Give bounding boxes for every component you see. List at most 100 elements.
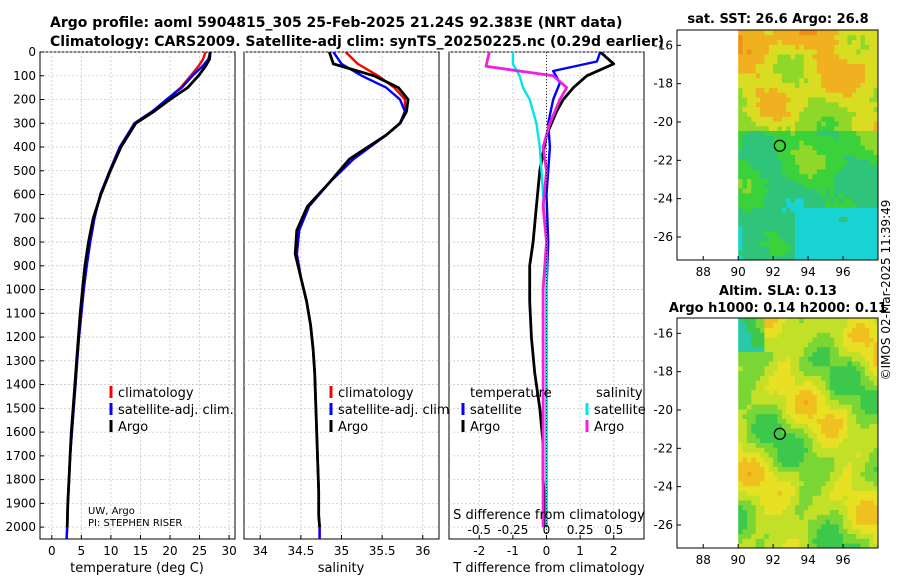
map-cell [812, 528, 818, 534]
map-cell [847, 183, 853, 189]
map-cell [869, 495, 875, 501]
map-cell [764, 318, 770, 324]
map-cell [869, 480, 875, 487]
map-cell [808, 207, 813, 213]
map-cell [829, 169, 835, 175]
map-cell [869, 500, 875, 506]
map-cell [864, 159, 870, 165]
map-cell [829, 49, 835, 55]
map-cell [816, 404, 822, 410]
map-cell [777, 418, 783, 424]
map-cell [843, 154, 848, 160]
map-cell [860, 423, 866, 429]
map-cell [864, 524, 870, 530]
map-cell [790, 447, 796, 453]
map-cell [873, 485, 878, 491]
lon-tick-label: 90 [731, 265, 746, 279]
map-cell [838, 135, 844, 141]
map-cell [755, 404, 761, 410]
map-cell [738, 351, 743, 357]
map-cell [856, 538, 861, 544]
map-cell [786, 245, 791, 251]
map-cell [742, 68, 748, 74]
map-cell [825, 519, 831, 525]
map-cell [847, 130, 853, 136]
sla-map-title-line1: Altim. SLA: 0.13 [719, 284, 837, 299]
map-cell [873, 68, 878, 74]
map-cell [812, 54, 818, 60]
map-cell [825, 92, 831, 98]
map-cell [760, 500, 765, 506]
map-cell [847, 149, 853, 155]
map-cell [773, 332, 778, 338]
map-cell [760, 337, 765, 343]
map-cell [869, 44, 875, 50]
map-cell [834, 226, 840, 232]
map-cell [851, 327, 857, 333]
map-cell [764, 452, 770, 458]
map-cell [790, 485, 796, 491]
map-cell [838, 413, 844, 419]
map-cell [803, 92, 809, 98]
map-cell [790, 380, 796, 386]
map-cell [834, 485, 840, 491]
map-cell [821, 159, 826, 165]
map-cell [869, 409, 875, 415]
map-cell [790, 183, 796, 189]
map-cell [768, 356, 774, 362]
map-cell [773, 73, 778, 79]
map-cell [829, 82, 835, 88]
map-cell [790, 452, 796, 458]
map-cell [786, 418, 791, 424]
map-cell [843, 466, 848, 472]
map-cell [746, 130, 752, 136]
map-cell [738, 500, 743, 506]
map-cell [799, 236, 805, 242]
map-cell [764, 58, 770, 64]
map-cell [856, 106, 861, 112]
map-cell [825, 130, 831, 136]
map-cell [812, 418, 818, 424]
map-cell [786, 250, 791, 256]
map-cell [851, 370, 857, 376]
y-tick-label: 1900 [5, 496, 36, 510]
map-cell [773, 183, 778, 189]
map-cell [760, 216, 765, 223]
map-cell [873, 188, 878, 194]
map-cell [764, 140, 770, 146]
map-cell [808, 509, 813, 515]
map-cell [834, 394, 840, 400]
map-cell [795, 106, 800, 112]
map-cell [864, 480, 870, 487]
map-cell [808, 116, 813, 122]
map-cell [790, 495, 796, 501]
map-cell [786, 318, 791, 324]
map-cell [760, 116, 765, 122]
map-cell [738, 197, 743, 203]
map-cell [768, 437, 774, 443]
map-cell [838, 87, 844, 93]
map-cell [777, 476, 783, 482]
map-cell [825, 226, 831, 232]
map-cell [746, 101, 752, 108]
map-cell [860, 528, 866, 534]
map-cell [843, 389, 848, 396]
map-cell [764, 245, 770, 251]
map-cell [843, 255, 848, 260]
map-cell [790, 476, 796, 482]
map-cell [803, 346, 809, 352]
map-cell [773, 327, 778, 333]
map-cell [860, 437, 866, 443]
map-cell [795, 34, 800, 40]
map-cell [829, 375, 835, 381]
map-cell [742, 140, 748, 146]
map-cell [755, 509, 761, 515]
map-cell [790, 514, 796, 520]
map-cell [803, 111, 809, 117]
map-cell [843, 39, 848, 45]
map-cell [847, 327, 853, 333]
map-cell [812, 342, 818, 348]
map-cell [856, 149, 861, 155]
map-cell [816, 380, 822, 386]
map-cell [816, 322, 822, 328]
